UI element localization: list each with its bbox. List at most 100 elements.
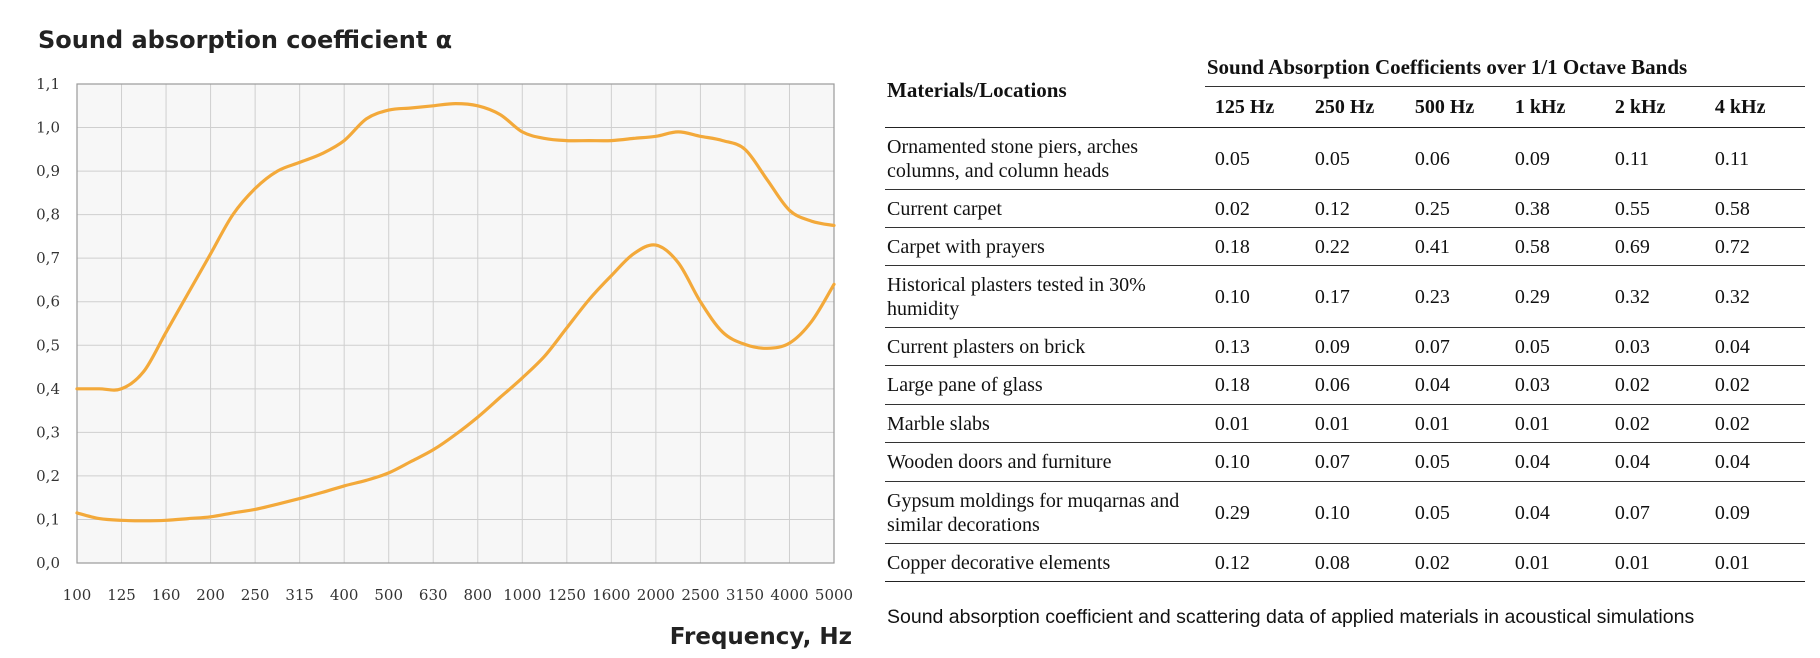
y-tick-label: 1,0 <box>36 119 60 137</box>
x-tick-label: 125 <box>107 586 136 604</box>
table-row: Historical plasters tested in 30% humidi… <box>885 265 1805 328</box>
coefficient-cell: 0.01 <box>1704 543 1805 582</box>
absorption-chart: Sound absorption coefficient α 0,0 0,1 0,2… <box>0 0 880 658</box>
coefficient-cell: 0.11 <box>1604 127 1705 190</box>
x-tick-label: 4000 <box>770 586 808 604</box>
figure-caption: Sound absorption coefficient and scatter… <box>887 606 1695 628</box>
coefficient-cell: 0.01 <box>1604 543 1705 582</box>
coefficient-cell: 0.41 <box>1404 227 1505 266</box>
band-header: 4 kHz <box>1714 95 1766 118</box>
coefficient-cell: 0.02 <box>1204 189 1305 228</box>
material-cell: Copper decorative elements <box>885 543 1205 582</box>
coefficient-cell: 0.58 <box>1704 189 1805 228</box>
y-tick-label: 1,1 <box>36 75 60 93</box>
octave-band-group-header: Sound Absorption Coefficients over 1/1 O… <box>1204 48 1805 87</box>
coefficient-cell: 0.10 <box>1204 265 1305 328</box>
band-header: 125 Hz <box>1214 95 1275 118</box>
table-row: Current carpet 0.02 0.12 0.25 0.38 0.55 0.58 <box>885 189 1805 228</box>
absorption-table: Materials/Locations Sound Absorption Coe… <box>885 48 1805 582</box>
material-cell: Current carpet <box>885 189 1205 228</box>
material-cell: Wooden doors and furniture <box>885 442 1205 482</box>
coefficient-cell: 0.05 <box>1404 442 1505 482</box>
material-cell: Marble slabs <box>885 404 1205 443</box>
coefficient-cell: 0.07 <box>1404 327 1505 366</box>
coefficient-cell: 0.17 <box>1304 265 1405 328</box>
table-row: Current plasters on brick 0.13 0.09 0.07 0.0… <box>885 327 1805 366</box>
coefficient-cell: 0.58 <box>1504 227 1605 266</box>
x-tick-label: 500 <box>374 586 403 604</box>
material-cell: Ornamented stone piers, arches columns, … <box>885 127 1205 190</box>
coefficient-cell: 0.09 <box>1704 481 1805 544</box>
coefficient-cell: 0.22 <box>1304 227 1405 266</box>
material-cell: Gypsum moldings for muqarnas and similar… <box>885 481 1205 544</box>
coefficient-cell: 0.13 <box>1204 327 1305 366</box>
table-row: Large pane of glass 0.18 0.06 0.04 0.03 0.02 0… <box>885 365 1805 405</box>
coefficient-cell: 0.04 <box>1504 481 1605 544</box>
coefficient-cell: 0.06 <box>1304 365 1405 405</box>
y-tick-label: 0,0 <box>36 554 60 572</box>
coefficient-cell: 0.02 <box>1704 404 1805 443</box>
coefficient-cell: 0.05 <box>1304 127 1405 190</box>
x-tick-label: 2500 <box>681 586 719 604</box>
material-cell: Current plasters on brick <box>885 327 1205 366</box>
plot-frame <box>76 83 835 564</box>
y-tick-label: 0,3 <box>36 423 60 441</box>
y-tick-label: 0,6 <box>36 293 60 311</box>
coefficient-cell: 0.05 <box>1204 127 1305 190</box>
coefficient-cell: 0.01 <box>1204 404 1305 443</box>
band-header: 250 Hz <box>1314 95 1375 118</box>
coefficient-cell: 0.32 <box>1604 265 1705 328</box>
coefficient-cell: 0.09 <box>1304 327 1405 366</box>
coefficient-cell: 0.09 <box>1504 127 1605 190</box>
x-tick-label: 2000 <box>637 586 675 604</box>
table-row: Marble slabs 0.01 0.01 0.01 0.01 0.02 0.02 <box>885 404 1805 443</box>
coefficient-cell: 0.01 <box>1504 404 1605 443</box>
y-tick-label: 0,8 <box>36 206 60 224</box>
material-cell: Historical plasters tested in 30% humidi… <box>885 265 1205 328</box>
x-tick-label: 160 <box>152 586 181 604</box>
coefficient-cell: 0.12 <box>1304 189 1405 228</box>
coefficient-cell: 0.38 <box>1504 189 1605 228</box>
x-tick-label: 630 <box>419 586 448 604</box>
x-tick-label: 1600 <box>592 586 630 604</box>
coefficient-cell: 0.04 <box>1704 327 1805 366</box>
material-cell: Carpet with prayers <box>885 227 1205 266</box>
coefficient-cell: 0.04 <box>1504 442 1605 482</box>
x-tick-label: 250 <box>241 586 270 604</box>
table-row: Carpet with prayers 0.18 0.22 0.41 0.58 0.69 0… <box>885 227 1805 266</box>
x-tick-label: 1000 <box>503 586 541 604</box>
coefficient-cell: 0.18 <box>1204 365 1305 405</box>
coefficient-cell: 0.72 <box>1704 227 1805 266</box>
band-header: 500 Hz <box>1414 95 1475 118</box>
coefficient-cell: 0.03 <box>1604 327 1705 366</box>
coefficient-cell: 0.29 <box>1504 265 1605 328</box>
coefficient-cell: 0.10 <box>1304 481 1405 544</box>
material-cell: Large pane of glass <box>885 365 1205 405</box>
coefficient-cell: 0.29 <box>1204 481 1305 544</box>
coefficient-cell: 0.07 <box>1604 481 1705 544</box>
coefficient-cell: 0.01 <box>1504 543 1605 582</box>
coefficient-cell: 0.08 <box>1304 543 1405 582</box>
coefficient-cell: 0.11 <box>1704 127 1805 190</box>
coefficient-cell: 0.02 <box>1604 404 1705 443</box>
table-row: Gypsum moldings for muqarnas and similar… <box>885 481 1805 544</box>
coefficient-cell: 0.01 <box>1304 404 1405 443</box>
coefficient-cell: 0.32 <box>1704 265 1805 328</box>
table-row: Ornamented stone piers, arches columns, … <box>885 127 1805 190</box>
coefficient-cell: 0.04 <box>1704 442 1805 482</box>
band-header: 2 kHz <box>1614 95 1666 118</box>
coefficient-cell: 0.07 <box>1304 442 1405 482</box>
x-tick-label: 3150 <box>726 586 764 604</box>
x-tick-label: 400 <box>330 586 359 604</box>
coefficient-cell: 0.02 <box>1404 543 1505 582</box>
y-tick-label: 0,7 <box>36 249 60 267</box>
x-axis-label: Frequency, Hz <box>670 624 852 650</box>
coefficient-cell: 0.02 <box>1704 365 1805 405</box>
coefficient-cell: 0.05 <box>1404 481 1505 544</box>
table-row: Wooden doors and furniture 0.10 0.07 0.05 0.… <box>885 442 1805 482</box>
coefficient-cell: 0.06 <box>1404 127 1505 190</box>
absorption-table-panel: Materials/Locations Sound Absorption Coe… <box>885 48 1805 582</box>
x-tick-label: 315 <box>285 586 314 604</box>
coefficient-cell: 0.23 <box>1404 265 1505 328</box>
x-tick-label: 800 <box>463 586 492 604</box>
